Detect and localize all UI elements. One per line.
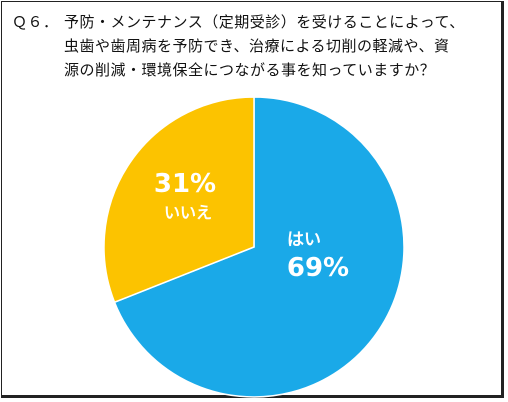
slice-value-yes: 69%	[287, 253, 349, 283]
pie-slice-no	[103, 96, 255, 304]
slice-label-yes: はい	[287, 230, 321, 250]
question-line-3: 源の削減・環境保全につながる事を知っていますか？	[64, 61, 436, 79]
question-line-2: 虫歯や歯周病を予防でき、治療による切削の軽減や、資	[64, 37, 450, 55]
question-line-1: 予防・メンテナンス（定期受診）を受けることによって、	[64, 13, 465, 31]
slice-value-no: 31%	[154, 169, 216, 199]
question-number: Ｑ６．	[12, 13, 59, 31]
slice-label-no: いいえ	[164, 203, 212, 222]
pie-slice-yes	[113, 96, 405, 398]
